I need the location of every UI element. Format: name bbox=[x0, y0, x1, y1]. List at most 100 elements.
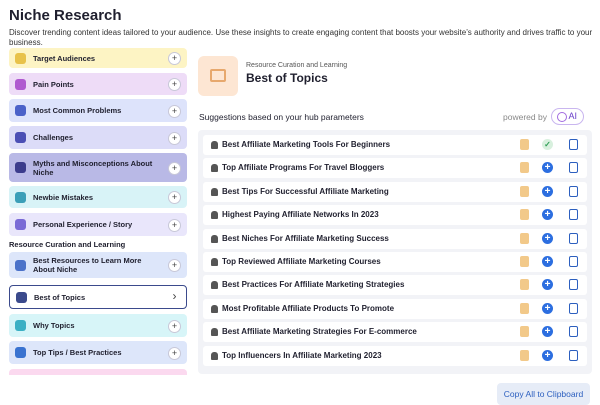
idea-icon bbox=[211, 187, 218, 196]
item-icon bbox=[15, 347, 26, 358]
idea-icon bbox=[211, 258, 218, 266]
add-button[interactable]: + bbox=[542, 302, 553, 314]
item-label: Personal Experience / Story bbox=[33, 220, 133, 229]
add-button[interactable]: + bbox=[168, 104, 181, 118]
emoji-icon bbox=[520, 256, 529, 267]
item-icon bbox=[15, 320, 26, 331]
emoji-icon bbox=[520, 185, 529, 197]
sidebar-item[interactable]: Why Topics + bbox=[9, 314, 187, 337]
sidebar-item[interactable]: Challenges + bbox=[9, 126, 187, 149]
copy-all-button[interactable]: Copy All to Clipboard bbox=[497, 383, 590, 405]
add-button[interactable]: + bbox=[542, 349, 553, 361]
add-button[interactable]: + bbox=[542, 326, 553, 338]
suggestion-text: Top Affiliate Programs For Travel Blogge… bbox=[222, 163, 385, 173]
copy-button[interactable] bbox=[569, 209, 578, 221]
item-label: Target Audiences bbox=[33, 53, 96, 63]
section-label: Resource Curation and Learning bbox=[9, 240, 126, 249]
add-button[interactable]: + bbox=[168, 218, 181, 232]
item-icon bbox=[15, 162, 26, 173]
page-title: Niche Research bbox=[9, 7, 122, 24]
suggestion-text: Best Niches For Affiliate Marketing Succ… bbox=[222, 233, 389, 243]
add-button[interactable]: + bbox=[168, 346, 181, 360]
suggestion-row: Highest Paying Affiliate Networks In 202… bbox=[203, 205, 587, 226]
sidebar: Target Audiences + Pain Points + Most Common… bbox=[9, 48, 189, 375]
idea-icon bbox=[211, 304, 218, 313]
suggestion-row: Top Affiliate Programs For Travel Blogge… bbox=[203, 158, 587, 179]
panel-category: Resource Curation and Learning bbox=[246, 62, 348, 69]
suggestion-row: Best Practices For Affiliate Marketing S… bbox=[203, 275, 587, 296]
sidebar-item[interactable]: Pain Points + bbox=[9, 73, 187, 95]
copy-button[interactable] bbox=[569, 256, 578, 267]
idea-icon bbox=[211, 351, 218, 360]
add-button[interactable]: + bbox=[168, 131, 181, 145]
suggestion-text: Top Reviewed Affiliate Marketing Courses bbox=[222, 257, 381, 266]
copy-button[interactable] bbox=[569, 162, 578, 174]
sidebar-item[interactable]: Top Tips / Best Practices + bbox=[9, 341, 187, 364]
add-button[interactable]: + bbox=[168, 161, 181, 175]
copy-button[interactable] bbox=[569, 185, 578, 197]
item-label: Challenges bbox=[33, 133, 74, 142]
add-button[interactable]: + bbox=[542, 256, 553, 267]
idea-icon bbox=[211, 141, 218, 149]
panel-title: Best of Topics bbox=[246, 71, 328, 85]
emoji-icon bbox=[520, 326, 529, 338]
add-button[interactable]: + bbox=[542, 209, 553, 221]
emoji-icon bbox=[520, 279, 529, 291]
copy-button[interactable] bbox=[569, 349, 578, 361]
sidebar-item[interactable]: Target Audiences + bbox=[9, 48, 187, 68]
add-button[interactable]: + bbox=[168, 52, 181, 65]
copy-button[interactable] bbox=[569, 232, 578, 244]
suggestion-text: Best Practices For Affiliate Marketing S… bbox=[222, 280, 405, 290]
idea-icon bbox=[211, 328, 218, 337]
emoji-icon bbox=[520, 232, 529, 244]
emoji-icon bbox=[520, 139, 529, 150]
suggestion-row: Best Niches For Affiliate Marketing Succ… bbox=[203, 228, 587, 249]
add-button[interactable]: + bbox=[168, 78, 181, 91]
sidebar-item[interactable]: Best Resources to Learn More About Niche… bbox=[9, 252, 187, 278]
suggestions-heading: Suggestions based on your hub parameters bbox=[199, 112, 364, 122]
item-icon bbox=[16, 291, 27, 303]
item-icon bbox=[15, 132, 26, 143]
suggestion-row: Top Influencers In Affiliate Marketing 2… bbox=[203, 345, 587, 366]
sidebar-item[interactable]: Most Common Problems + bbox=[9, 99, 187, 122]
add-button[interactable]: + bbox=[168, 191, 181, 204]
suggestion-row: Best Affiliate Marketing Tools For Begin… bbox=[203, 135, 587, 155]
sidebar-item[interactable] bbox=[9, 369, 187, 375]
sidebar-item[interactable]: Best of Topics › bbox=[9, 285, 187, 309]
suggestion-row: Best Affiliate Marketing Strategies For … bbox=[203, 322, 587, 343]
idea-icon bbox=[211, 211, 218, 220]
chevron[interactable]: › bbox=[169, 290, 180, 302]
sidebar-item[interactable]: Personal Experience / Story + bbox=[9, 213, 187, 236]
copy-button[interactable] bbox=[569, 326, 578, 338]
copy-button[interactable] bbox=[569, 279, 578, 291]
copy-button[interactable] bbox=[569, 302, 578, 314]
add-button[interactable]: + bbox=[168, 319, 181, 333]
add-button[interactable]: + bbox=[542, 185, 553, 197]
sidebar-item[interactable]: Myths and Misconceptions About Niche + bbox=[9, 153, 187, 182]
item-icon bbox=[15, 105, 26, 116]
item-icon bbox=[15, 219, 26, 230]
add-button[interactable]: + bbox=[168, 259, 181, 272]
item-label: Most Common Problems bbox=[33, 106, 122, 115]
item-label: Myths and Misconceptions About Niche bbox=[33, 158, 153, 177]
suggestion-text: Most Profitable Affiliate Products To Pr… bbox=[222, 303, 395, 313]
copy-button[interactable] bbox=[569, 139, 578, 150]
emoji-icon bbox=[520, 349, 529, 361]
idea-icon bbox=[211, 164, 218, 173]
page-description: Discover trending content ideas tailored… bbox=[9, 28, 593, 47]
suggestion-text: Highest Paying Affiliate Networks In 202… bbox=[222, 210, 379, 220]
item-icon bbox=[15, 52, 26, 64]
suggestion-row: Top Reviewed Affiliate Marketing Courses… bbox=[203, 252, 587, 272]
item-label: Top Tips / Best Practices bbox=[33, 348, 122, 357]
item-label: Best of Topics bbox=[34, 292, 86, 302]
suggestion-list: Best Affiliate Marketing Tools For Begin… bbox=[198, 130, 592, 374]
add-button[interactable]: + bbox=[542, 232, 553, 244]
add-button[interactable]: + bbox=[542, 162, 553, 174]
item-label: Best Resources to Learn More About Niche bbox=[33, 256, 142, 274]
idea-icon bbox=[211, 281, 218, 290]
item-label: Newbie Mistakes bbox=[33, 192, 94, 202]
sidebar-item[interactable]: Newbie Mistakes + bbox=[9, 186, 187, 208]
add-button[interactable]: + bbox=[542, 279, 553, 291]
added-check[interactable]: ✓ bbox=[542, 139, 553, 150]
